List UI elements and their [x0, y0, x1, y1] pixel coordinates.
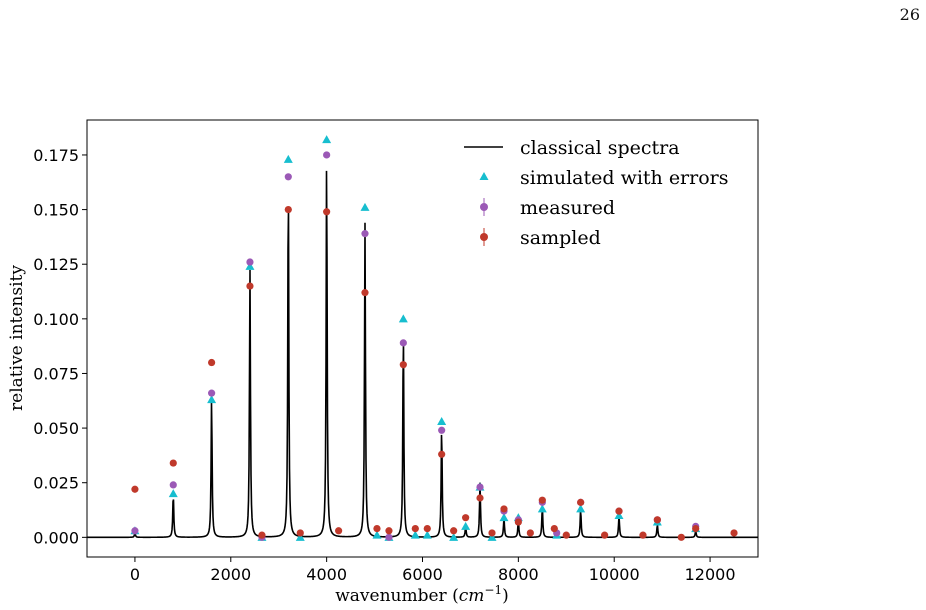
classical-spectra-line	[87, 170, 758, 539]
sampled-point	[335, 527, 343, 535]
sampled-point	[500, 505, 508, 513]
y-tick-label: 0.050	[33, 419, 79, 438]
simulated-point	[437, 417, 447, 426]
sampled-point	[488, 529, 496, 537]
legend-label-classical: classical spectra	[520, 137, 680, 159]
y-tick-label: 0.125	[33, 255, 79, 274]
y-axis: 0.000 0.025 0.050 0.075 0.100 0.125 0.150 0.175	[33, 146, 87, 547]
x-tick-label: 12000	[685, 565, 736, 584]
x-tick-label: 8000	[498, 565, 539, 584]
plot-area	[87, 135, 758, 541]
legend-label-measured: measured	[520, 197, 615, 219]
simulated-point	[537, 504, 547, 513]
sampled-point	[514, 518, 522, 526]
measured-point	[438, 426, 446, 434]
sampled-point	[538, 496, 546, 504]
legend-circle-measured	[480, 203, 488, 211]
y-tick-label: 0.175	[33, 146, 79, 165]
sampled-point	[385, 527, 393, 535]
measured-point	[399, 339, 407, 347]
x-tick-label: 2000	[210, 565, 251, 584]
sampled-point	[692, 524, 700, 533]
x-tick-label: 10000	[589, 565, 640, 584]
sampled-point	[323, 208, 331, 216]
simulated-point	[295, 532, 305, 541]
sampled-point	[550, 524, 558, 533]
sampled-point	[208, 358, 216, 367]
sampled-point	[615, 507, 623, 515]
sampled-point	[411, 524, 419, 533]
sampled-point	[423, 524, 431, 533]
y-tick-label: 0.150	[33, 201, 79, 220]
sampled-point	[169, 459, 177, 467]
measured-point	[361, 230, 369, 238]
sampled-point	[601, 531, 609, 539]
sampled-point	[450, 527, 458, 535]
measured-point	[131, 527, 139, 535]
measured-point	[169, 481, 177, 489]
legend: classical spectra simulated with errors …	[464, 137, 729, 249]
simulated-point	[461, 521, 471, 530]
sampled-point	[399, 361, 407, 369]
simulated-point	[360, 202, 370, 211]
x-tick-label: 6000	[402, 565, 443, 584]
simulated-point	[487, 532, 497, 541]
page-number: 26	[899, 5, 920, 24]
x-axis: 0 2000 4000 6000 8000 10000 12000	[130, 557, 736, 584]
simulated-point	[398, 314, 408, 323]
y-tick-label: 0.100	[33, 310, 79, 329]
sampled-point	[284, 205, 292, 214]
sampled-point	[653, 516, 661, 524]
y-axis-label: relative intensity	[7, 265, 27, 411]
measured-point	[208, 389, 216, 397]
sampled-point	[361, 289, 369, 297]
legend-circle-sampled	[480, 233, 488, 241]
measured-point	[284, 173, 292, 181]
sampled-point	[526, 529, 534, 537]
sampled-point	[639, 531, 647, 539]
simulated-point	[283, 154, 293, 163]
simulated-point	[499, 513, 509, 522]
x-axis-label: wavenumber (cm−1)	[335, 583, 509, 606]
sampled-point	[131, 485, 139, 493]
sampled-point	[246, 282, 254, 290]
simulated-point	[245, 261, 255, 270]
simulated-point	[449, 532, 459, 541]
measured-point	[476, 483, 484, 491]
simulated-point	[372, 530, 382, 539]
simulated-point	[207, 395, 217, 404]
y-tick-label: 0.000	[33, 528, 79, 547]
measured-point	[385, 533, 393, 541]
simulated-point	[322, 135, 332, 144]
measured-point	[323, 151, 331, 159]
simulated-point	[576, 504, 586, 513]
sampled-point	[562, 531, 570, 539]
sampled-point	[730, 529, 738, 537]
measured-point	[246, 258, 254, 266]
simulated-point	[410, 530, 420, 539]
sampled-point	[373, 524, 381, 533]
y-tick-label: 0.075	[33, 364, 79, 383]
sampled-point	[476, 494, 484, 502]
sampled-point	[438, 450, 446, 458]
sampled-point	[462, 514, 470, 522]
sampled-point	[258, 531, 266, 539]
y-tick-label: 0.025	[33, 474, 79, 493]
sampled-point	[677, 533, 685, 541]
legend-label-simulated: simulated with errors	[520, 167, 729, 189]
simulated-point	[422, 530, 432, 539]
legend-label-sampled: sampled	[520, 227, 601, 249]
simulated-point	[168, 489, 178, 498]
x-tick-label: 0	[130, 565, 140, 584]
sampled-point	[296, 529, 304, 537]
simulated-point	[614, 510, 624, 519]
sampled-point	[577, 498, 585, 506]
x-tick-label: 4000	[306, 565, 347, 584]
legend-triangle-swatch	[479, 172, 489, 180]
